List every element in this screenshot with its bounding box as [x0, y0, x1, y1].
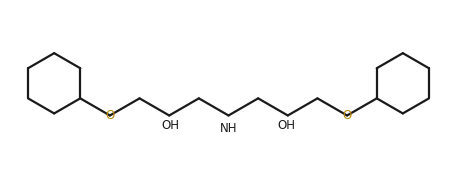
- Text: OH: OH: [162, 119, 180, 132]
- Text: NH: NH: [220, 122, 237, 135]
- Text: O: O: [342, 109, 352, 122]
- Text: O: O: [105, 109, 115, 122]
- Text: OH: OH: [277, 119, 295, 132]
